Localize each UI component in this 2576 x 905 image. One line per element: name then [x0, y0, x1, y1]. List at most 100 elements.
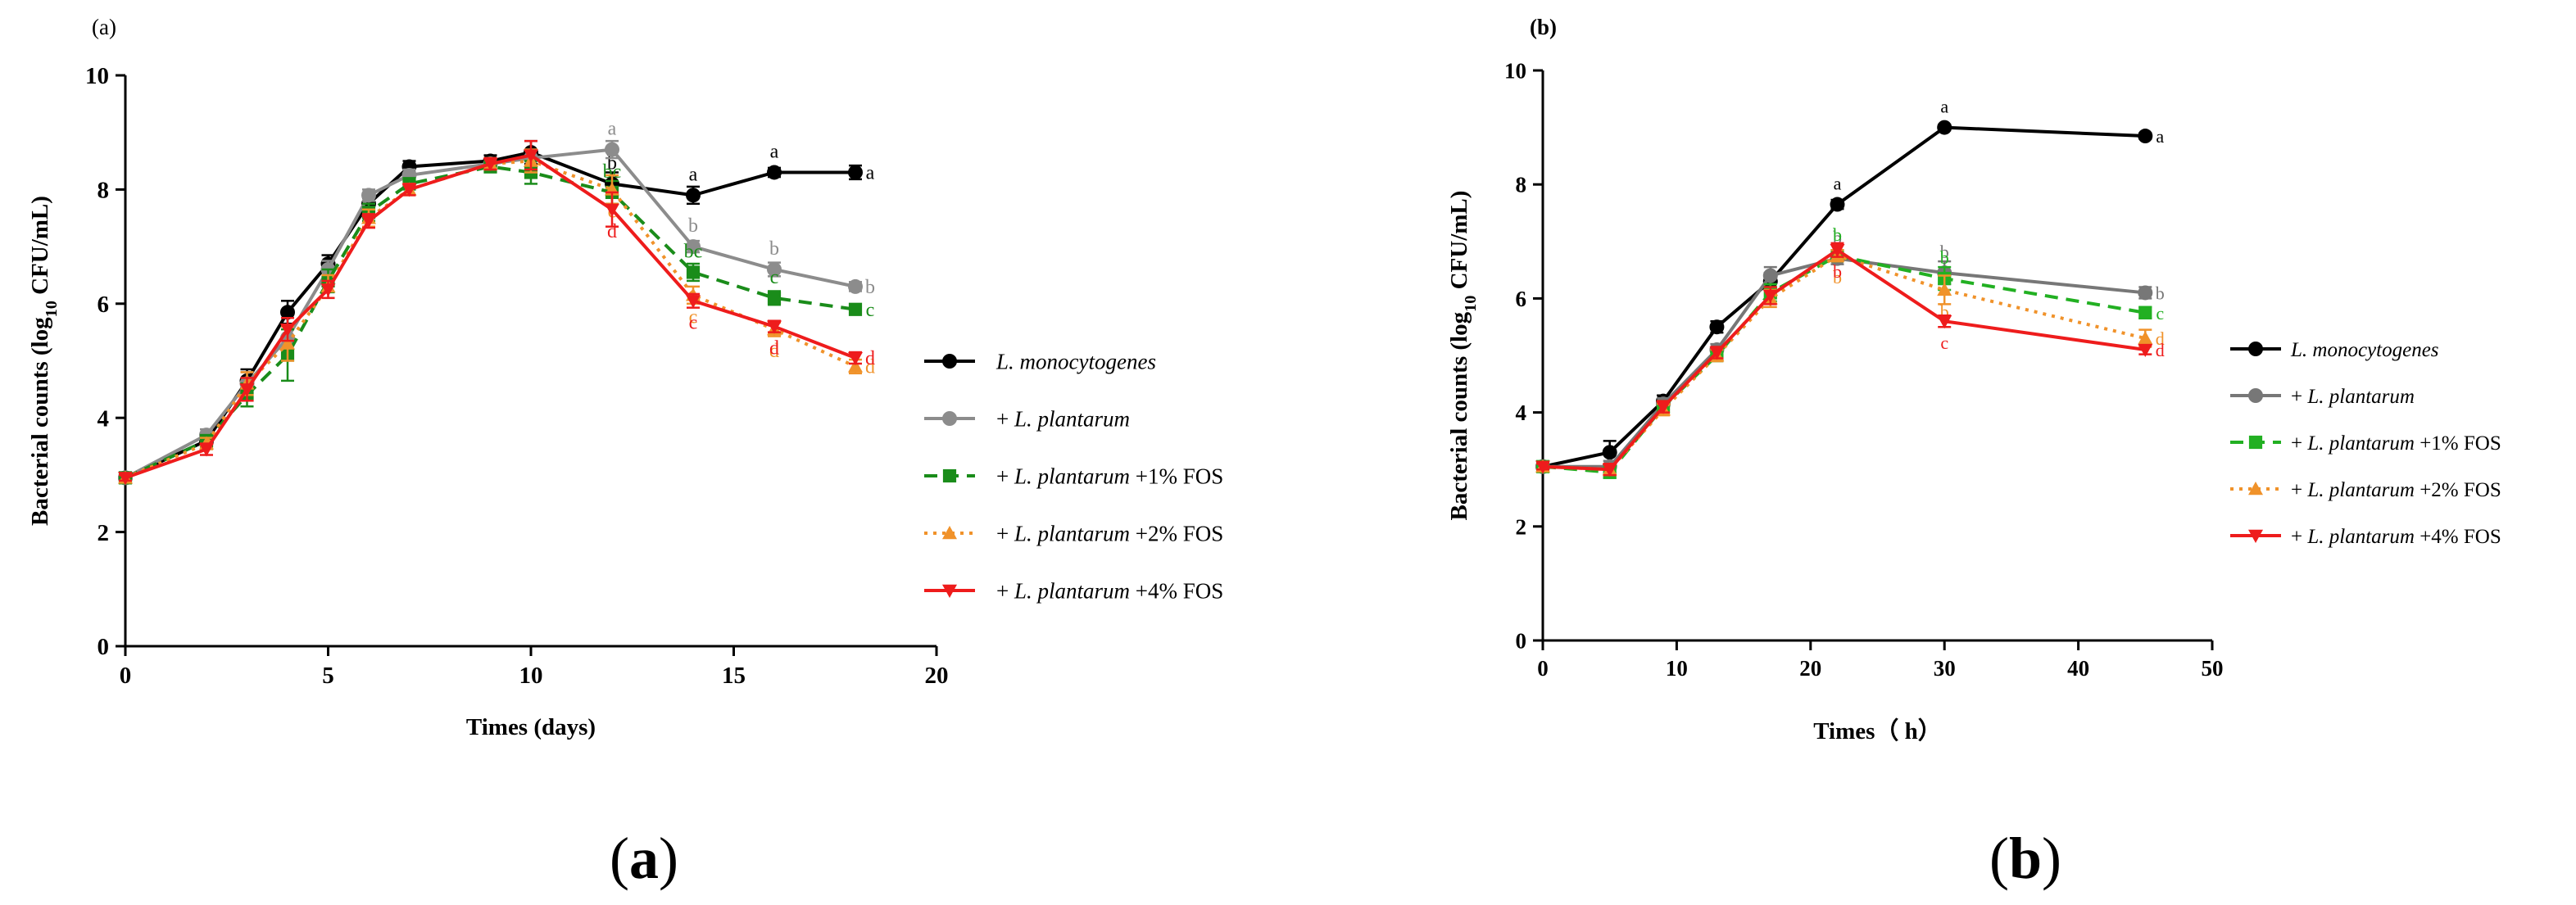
- series-line: [125, 159, 856, 480]
- data-point: [1830, 244, 1845, 258]
- y-tick-label: 2: [98, 520, 110, 546]
- legend-swatch-marker: [942, 354, 957, 369]
- data-point: [1762, 289, 1778, 303]
- x-tick-label: 30: [1934, 656, 1956, 681]
- legend-label-suffix: +4% FOS: [2415, 526, 2501, 548]
- legend-label: L. monocytogenes: [2290, 339, 2439, 361]
- data-point: [848, 351, 863, 366]
- data-point: [686, 295, 701, 309]
- x-tick-label: 10: [1666, 656, 1688, 681]
- panel-label: (b): [1530, 15, 1557, 39]
- legend-label-species: L. plantarum: [1014, 464, 1130, 488]
- data-point: [401, 183, 417, 197]
- x-tick-label: 10: [519, 663, 543, 689]
- x-tick-label: 15: [722, 663, 746, 689]
- data-point: [1602, 464, 1617, 477]
- data-point: [767, 320, 782, 334]
- series-line: [125, 147, 856, 480]
- data-point: [767, 291, 782, 305]
- legend-label-species: L. plantarum: [1014, 406, 1130, 431]
- y-axis-title-main: Bacterial counts (log: [27, 317, 53, 526]
- significance-label: d: [769, 338, 779, 360]
- data-point: [2138, 331, 2153, 345]
- figure-caption: (a): [610, 826, 678, 891]
- data-point: [848, 359, 863, 373]
- legend-label-prefix: +: [996, 521, 1014, 545]
- significance-label: d: [607, 221, 617, 242]
- legend-label-suffix: +1% FOS: [1130, 464, 1223, 488]
- significance-label: a: [689, 164, 698, 185]
- significance-label: b: [1833, 228, 1842, 248]
- y-axis-title-tail: CFU/mL): [1446, 191, 1472, 296]
- data-point: [2138, 285, 2153, 301]
- significance-label: c: [866, 300, 875, 321]
- data-point: [686, 239, 701, 255]
- caption-paren-close: ): [659, 826, 678, 891]
- caption-letter: b: [2009, 826, 2042, 891]
- data-point: [1709, 346, 1725, 360]
- significance-label: a: [1940, 97, 1948, 117]
- data-point: [280, 305, 295, 320]
- legend: L. monocytogenes+ L. plantarum+ L. plant…: [2230, 339, 2501, 548]
- y-tick-label: 4: [98, 405, 110, 432]
- legend-swatch-marker: [2248, 435, 2263, 450]
- y-axis-title-tail: CFU/mL): [27, 196, 53, 301]
- legend-swatch-marker: [2248, 482, 2263, 495]
- significance-label: b: [2156, 283, 2165, 303]
- legend-label-prefix: +: [2291, 526, 2307, 548]
- data-point: [2138, 343, 2153, 358]
- data-point: [1830, 197, 1845, 212]
- significance-label: c: [689, 306, 698, 328]
- significance-label: b: [1940, 247, 1949, 268]
- legend-label-species: L. plantarum: [2306, 386, 2415, 408]
- legend-label-prefix: +: [996, 464, 1014, 488]
- significance-label: d: [865, 348, 875, 369]
- significance-label: c: [1940, 333, 1948, 353]
- figure-caption: (b): [1989, 826, 2061, 891]
- legend-label-species: L. plantarum: [2306, 432, 2415, 455]
- data-point: [1656, 400, 1671, 414]
- legend-swatch-marker: [2248, 529, 2263, 543]
- data-point: [2138, 305, 2152, 319]
- legend-label-prefix: +: [996, 406, 1014, 431]
- legend-label-species: L. plantarum: [1014, 578, 1130, 603]
- significance-label: b: [769, 238, 779, 260]
- x-tick-label: 20: [925, 663, 949, 689]
- series-1: bbb: [1535, 228, 2165, 474]
- data-point: [1762, 268, 1778, 283]
- legend-label-suffix: +2% FOS: [2415, 479, 2501, 501]
- x-axis-title: Times (days): [466, 714, 596, 740]
- significance-label: b: [1833, 224, 1842, 245]
- significance-label: a: [866, 162, 875, 183]
- legend-label-species: L. monocytogenes: [995, 349, 1156, 373]
- significance-label: d: [2156, 328, 2165, 349]
- significance-label: b: [865, 277, 875, 298]
- data-point: [1535, 460, 1550, 474]
- legend-label: + L. plantarum +1% FOS: [996, 464, 1223, 488]
- y-tick-label: 0: [98, 634, 110, 660]
- series-line: [125, 165, 856, 480]
- x-tick-label: 50: [2202, 656, 2224, 681]
- data-point: [280, 336, 295, 350]
- caption-letter: a: [629, 826, 659, 891]
- significance-label: b: [1940, 242, 1949, 262]
- y-tick-label: 6: [98, 292, 110, 318]
- significance-label: bc: [684, 241, 703, 262]
- legend-label-prefix: +: [2291, 432, 2307, 455]
- legend-label: + L. plantarum +2% FOS: [996, 521, 1223, 545]
- significance-label: d: [769, 341, 779, 362]
- y-axis-title: Bacterial counts (log10 CFU/mL): [27, 196, 61, 526]
- series-line: [1542, 125, 2146, 468]
- legend-swatch-marker: [2248, 342, 2263, 356]
- legend-label: + L. plantarum: [2291, 386, 2415, 408]
- legend-label: + L. plantarum +1% FOS: [2291, 432, 2501, 455]
- significance-label: bc: [603, 161, 622, 183]
- data-point: [1937, 315, 1952, 329]
- legend-label: + L. plantarum +4% FOS: [2291, 526, 2501, 548]
- x-tick-label: 5: [322, 663, 334, 689]
- data-point: [2138, 129, 2153, 144]
- x-tick-label: 0: [120, 663, 132, 689]
